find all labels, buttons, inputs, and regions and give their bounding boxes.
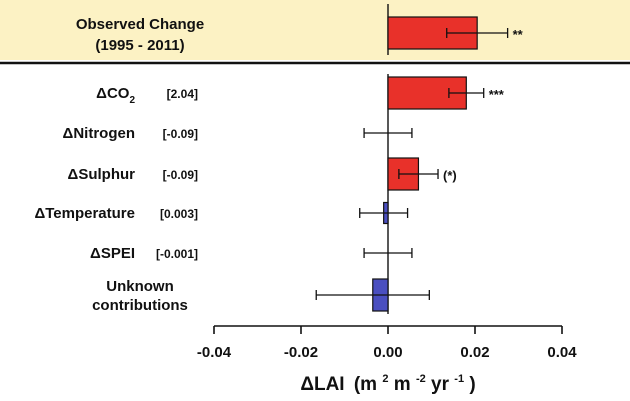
driver-bracket-0: [2.04] xyxy=(167,87,198,101)
x-axis-label-sup1: 2 xyxy=(382,373,388,385)
x-axis-label-unit-pre: (m xyxy=(354,374,377,395)
driver-bracket-1: [-0.09] xyxy=(163,127,198,141)
driver-label-1: ΔNitrogen xyxy=(63,125,135,142)
driver-label-5: Unknown xyxy=(106,278,174,295)
significance-2: (*) xyxy=(443,168,457,183)
driver-label-text-4: ΔSPEI xyxy=(90,245,135,262)
driver-label-0: ΔCO2 xyxy=(96,85,135,106)
x-axis-label-sup3: -1 xyxy=(454,373,464,385)
driver-label2-5: contributions xyxy=(92,297,188,314)
driver-bracket-3: [0.003] xyxy=(160,207,198,221)
x-tick-label-0: -0.04 xyxy=(197,344,232,361)
x-axis-label-delta: ΔLAI xyxy=(300,374,344,395)
x-tick-label-4: 0.04 xyxy=(547,344,577,361)
driver-label-text-1: ΔNitrogen xyxy=(63,125,135,142)
driver-bracket-2: [-0.09] xyxy=(163,168,198,182)
significance-observed: ** xyxy=(513,27,524,42)
driver-labels: ΔCO2 [2.04] ΔNitrogen [-0.09] ΔSulphur [-0.09… xyxy=(34,85,198,314)
driver-label-text-0: ΔCO xyxy=(96,85,130,102)
significance-0: *** xyxy=(489,87,505,102)
driver-label-4: ΔSPEI xyxy=(90,245,135,262)
x-axis-label-sup2: -2 xyxy=(416,373,426,385)
observed-label-line1: Observed Change xyxy=(76,16,204,33)
x-axis-label: ΔLAI (m 2 m -2 yr -1 ) xyxy=(300,366,475,395)
x-axis-label-unit-mid2: yr xyxy=(431,374,450,395)
x-axis-ticks: -0.04 -0.02 0.00 0.02 0.04 xyxy=(197,326,577,361)
observed-label-line2: (1995 - 2011) xyxy=(95,37,184,54)
observed-highlight-band xyxy=(0,0,630,60)
driver-label-text-2: ΔSulphur xyxy=(68,166,136,183)
x-tick-label-1: -0.02 xyxy=(284,344,318,361)
driver-label-subscript-0: 2 xyxy=(129,95,135,106)
driver-label-2: ΔSulphur xyxy=(68,166,136,183)
x-tick-label-3: 0.02 xyxy=(460,344,489,361)
x-tick-label-2: 0.00 xyxy=(373,344,402,361)
driver-label-text-3: ΔTemperature xyxy=(34,205,135,222)
driver-bracket-4: [-0.001] xyxy=(156,247,198,261)
x-axis-label-unit-mid: m xyxy=(394,374,411,395)
driver-label-3: ΔTemperature xyxy=(34,205,135,222)
x-axis-label-unit-post: ) xyxy=(469,374,475,395)
chart-marks: *****(*) xyxy=(315,4,524,314)
